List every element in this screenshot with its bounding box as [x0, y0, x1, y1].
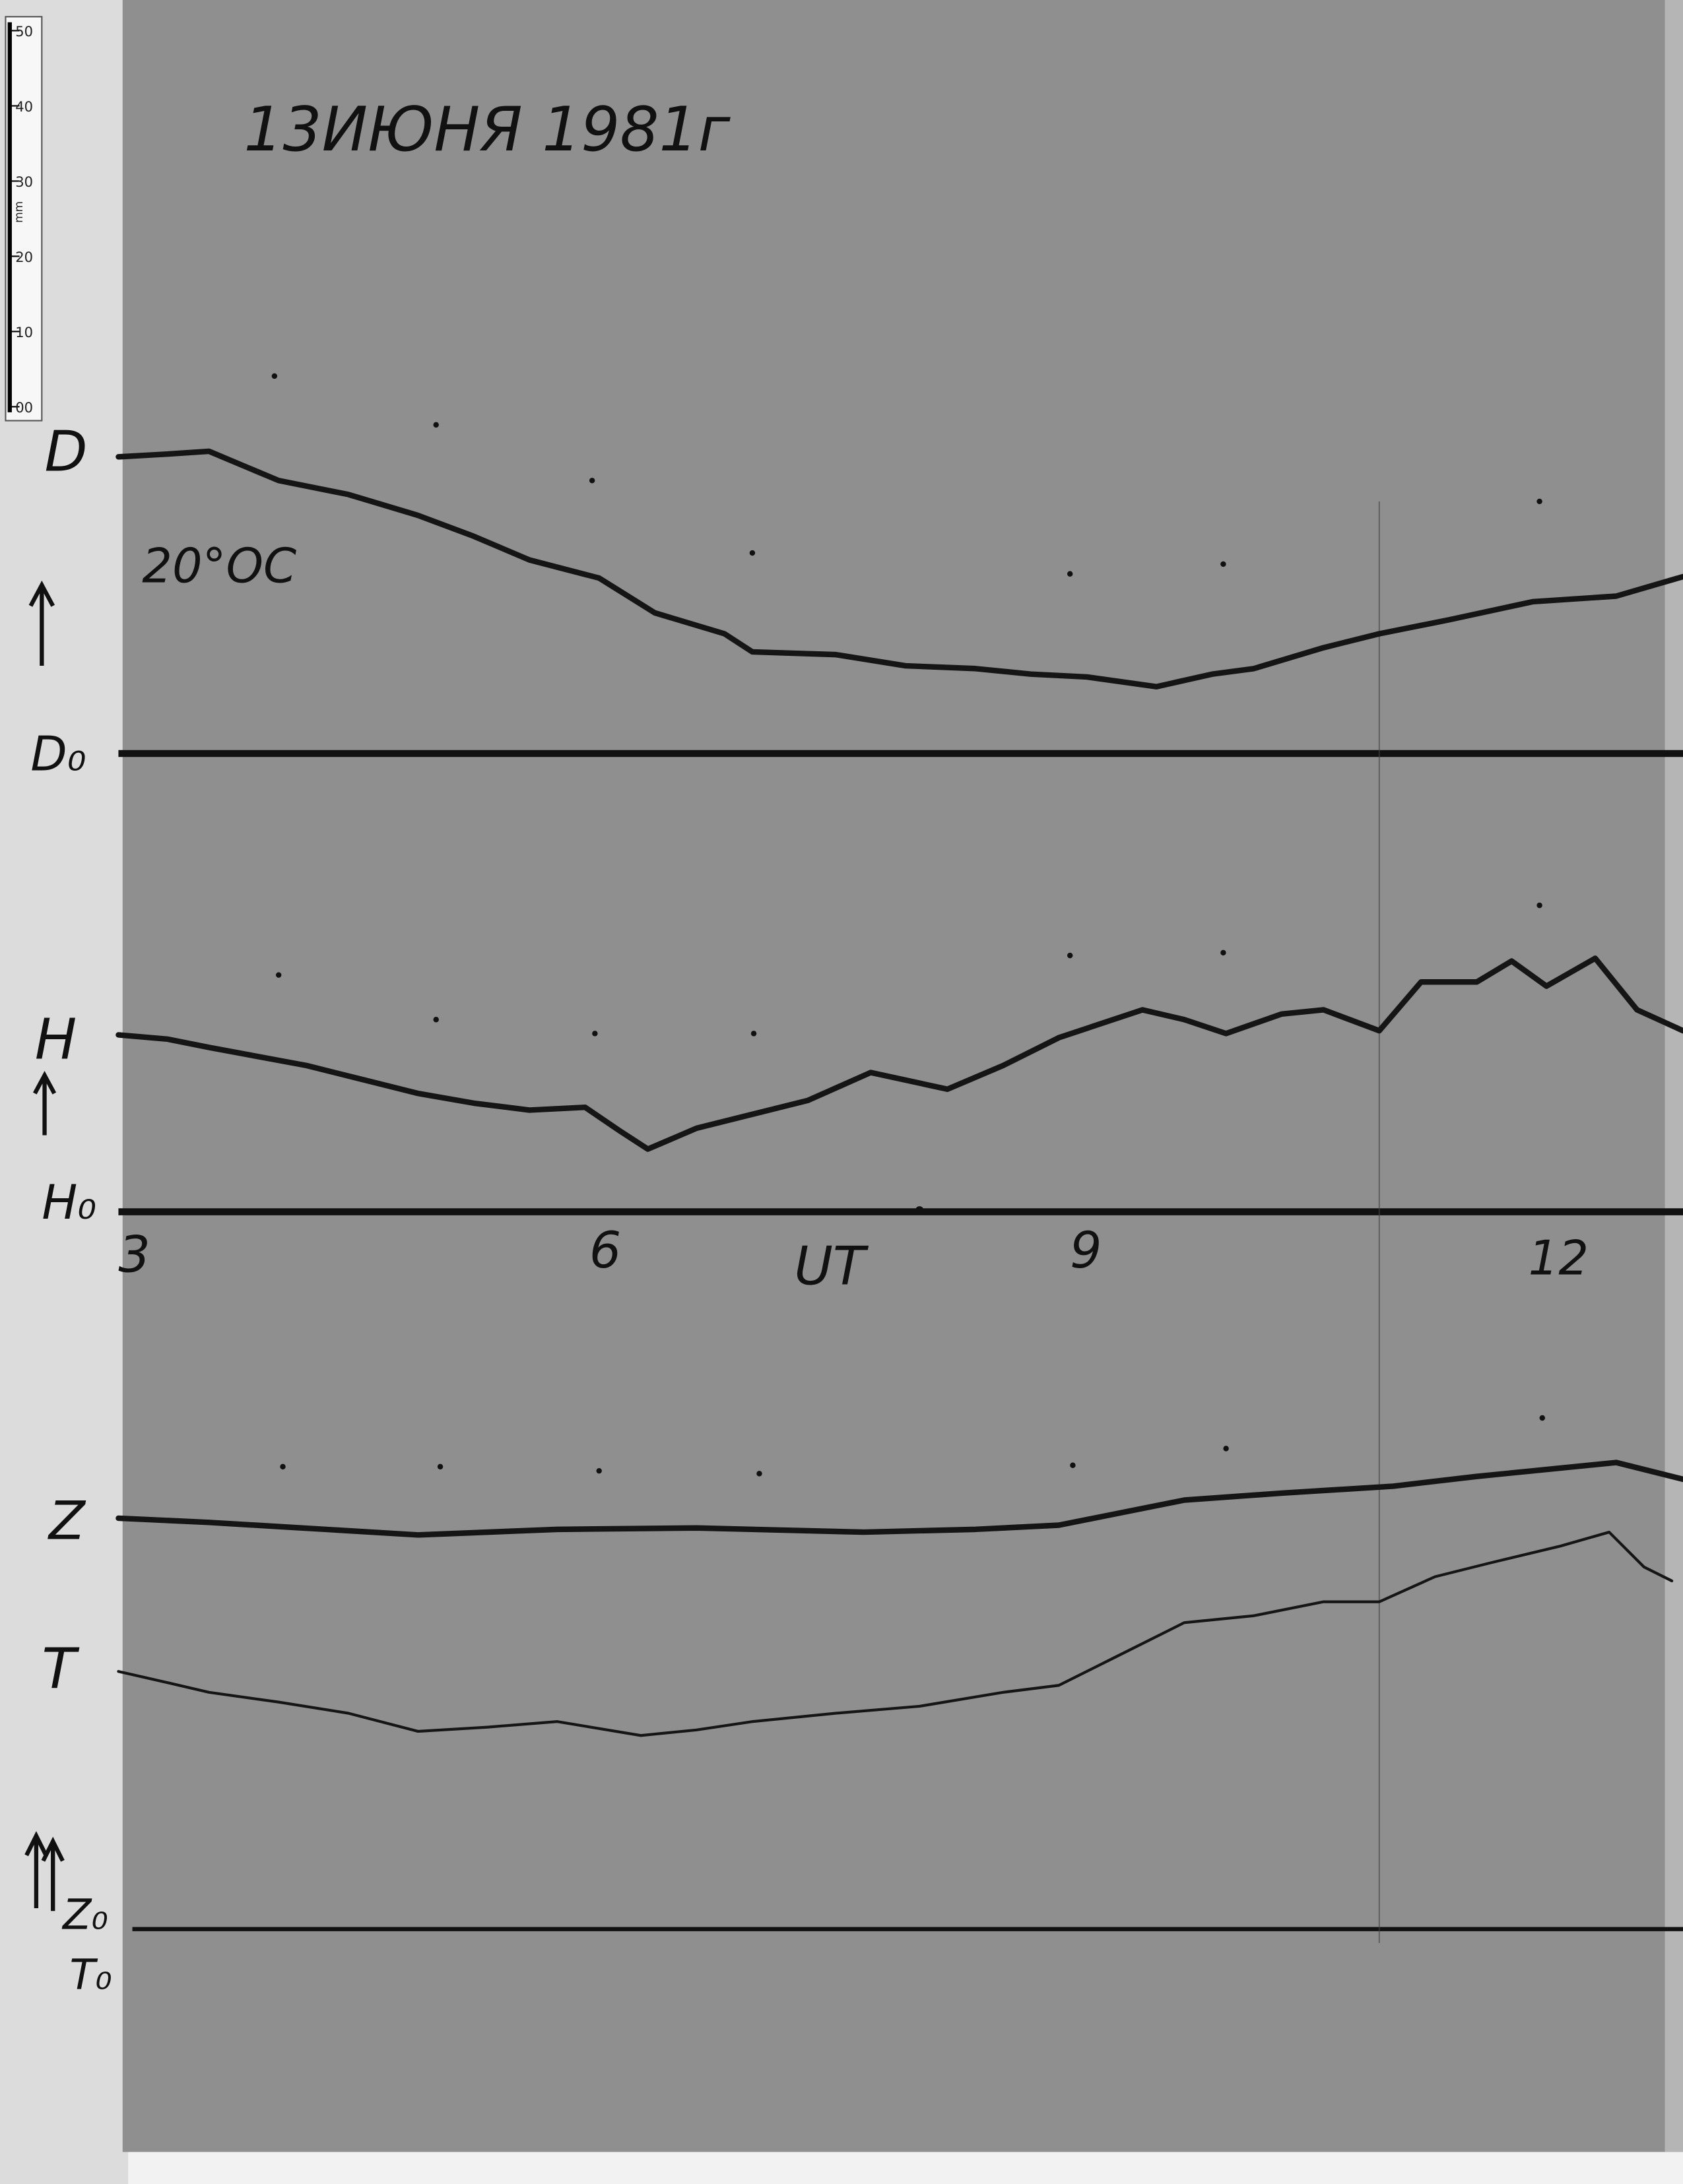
time-mark	[915, 1206, 924, 1215]
right-edge	[1665, 0, 1683, 2152]
time-mark	[589, 478, 595, 484]
time-mark	[1223, 1446, 1229, 1452]
arrow-h	[32, 1070, 57, 1136]
ruler-label: 00	[15, 399, 33, 416]
arrow-z	[24, 1831, 48, 1909]
trace-label: H	[35, 1007, 77, 1072]
ruler-unit: mm	[12, 201, 25, 223]
time-mark	[1067, 571, 1073, 577]
trace-z	[116, 1460, 1683, 1538]
time-mark	[1220, 561, 1226, 567]
time-mark	[433, 422, 439, 428]
time-mark	[1070, 1462, 1076, 1468]
time-mark	[275, 972, 282, 978]
trace-d	[116, 448, 1683, 690]
hour-label: 3	[118, 1225, 150, 1283]
arrow-t	[41, 1836, 65, 1911]
time-mark	[1067, 952, 1073, 959]
time-mark	[1536, 498, 1542, 505]
time-mark	[1539, 1415, 1546, 1421]
time-mark	[1536, 902, 1542, 909]
trace-t	[117, 1530, 1674, 1737]
time-axis-label: UT	[794, 1235, 869, 1297]
ruler-labels: 50 40 30 20 10 00 mm	[9, 23, 33, 416]
time-mark	[1220, 949, 1226, 956]
time-mark	[750, 1031, 757, 1037]
arrow-d	[28, 580, 55, 666]
title: 13ИЮНЯ 1981г	[244, 94, 731, 165]
time-mark	[756, 1471, 762, 1477]
trace-label: T	[42, 1636, 80, 1701]
time-mark	[437, 1463, 444, 1470]
hour-label: 9	[1070, 1221, 1102, 1279]
time-mark	[749, 550, 756, 556]
trace-label: H₀	[42, 1174, 96, 1230]
trace-label: Z	[48, 1491, 86, 1552]
time-mark	[596, 1467, 602, 1474]
time-mark	[280, 1463, 286, 1470]
time-mark	[433, 1017, 439, 1023]
ruler-label: 10	[15, 324, 33, 340]
trace-label: D₀	[30, 726, 86, 781]
hour-label: 12	[1529, 1231, 1589, 1286]
trace-label: D	[45, 420, 88, 484]
trace-label: T₀	[70, 1950, 112, 1999]
arrows	[24, 580, 65, 1911]
trace-label: Z₀	[61, 1890, 108, 1939]
temperature: 20°OC	[142, 538, 296, 593]
ruler-label: 40	[15, 98, 33, 115]
ruler-label: 50	[15, 23, 33, 40]
time-mark	[271, 373, 278, 379]
photo-paper	[122, 0, 1683, 2152]
time-marks	[271, 373, 1546, 1477]
ruler-label: 30	[15, 174, 33, 190]
ruler-label: 20	[15, 249, 33, 265]
time-mark	[592, 1031, 598, 1037]
hour-label: 6	[589, 1221, 621, 1279]
trace-h	[116, 955, 1683, 1152]
